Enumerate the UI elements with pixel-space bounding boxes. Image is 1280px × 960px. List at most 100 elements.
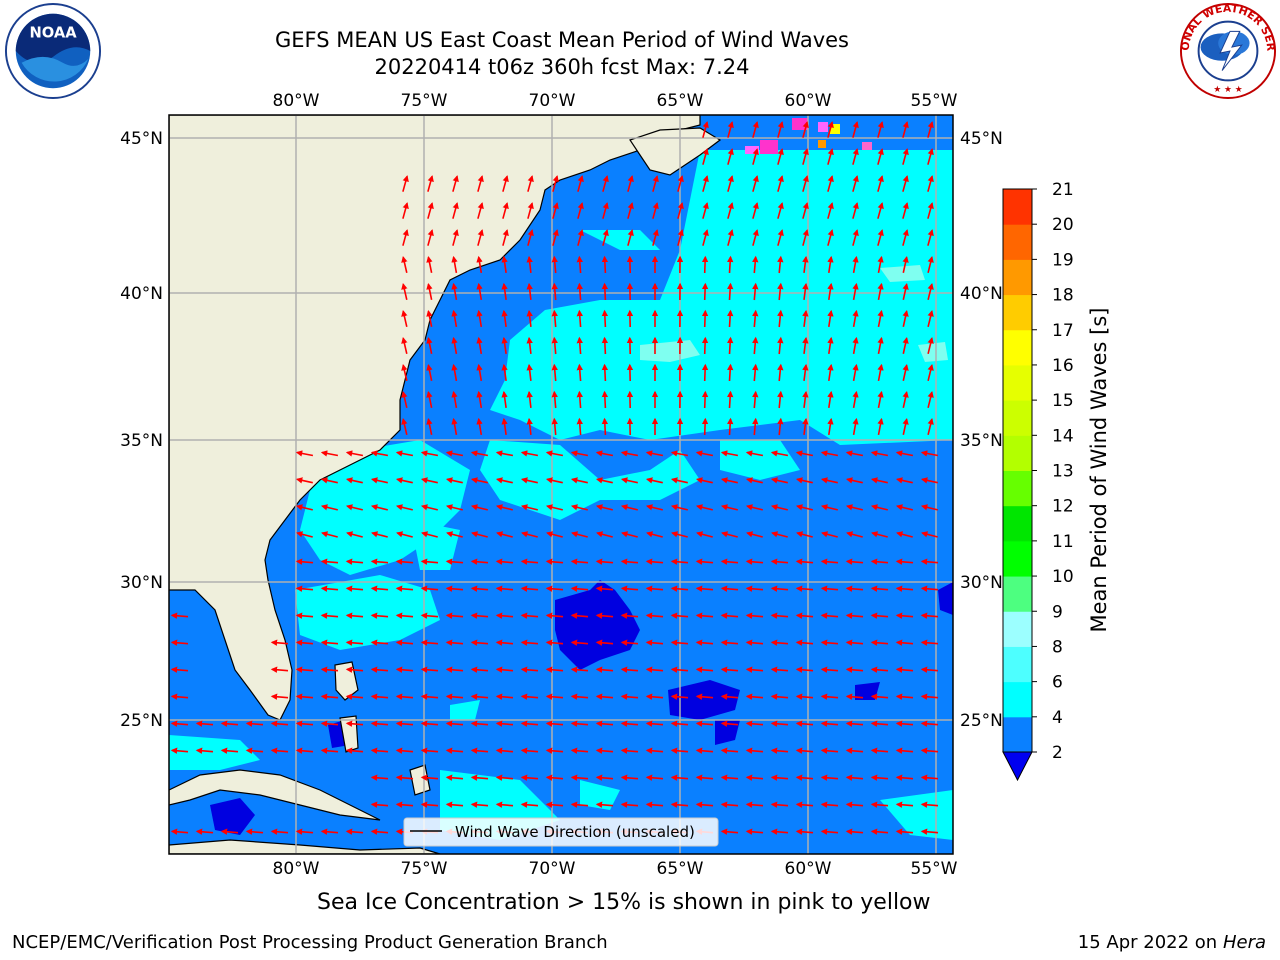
- colorbar-tick-label: 9: [1052, 602, 1063, 622]
- wave-direction-arrow: [721, 531, 738, 538]
- wave-direction-arrow: [470, 774, 489, 781]
- wave-direction-arrow: [670, 558, 689, 565]
- wave-direction-arrow: [871, 531, 888, 538]
- wave-direction-arrow: [470, 612, 489, 619]
- wave-direction-arrow: [620, 477, 638, 484]
- wave-direction-arrow: [595, 774, 614, 781]
- wave-direction-arrow: [920, 477, 938, 484]
- wave-direction-arrow: [445, 585, 464, 592]
- wave-direction-arrow: [870, 612, 889, 619]
- wave-direction-arrow: [470, 558, 489, 565]
- map-plot-area: [169, 115, 953, 854]
- wave-direction-arrow: [777, 121, 784, 138]
- wave-direction-arrow: [520, 666, 539, 673]
- wave-direction-arrow: [620, 504, 638, 511]
- wave-direction-arrow: [652, 202, 659, 219]
- lon-label: 80°W: [273, 91, 320, 111]
- wave-direction-arrow: [802, 255, 809, 274]
- wave-direction-arrow: [720, 774, 739, 781]
- wave-direction-arrow: [695, 693, 714, 700]
- wave-direction-arrow: [420, 612, 439, 619]
- wave-direction-arrow: [570, 774, 589, 781]
- wave-direction-arrow: [720, 477, 738, 484]
- wave-direction-arrow: [470, 504, 488, 511]
- wave-direction-arrow: [445, 612, 464, 619]
- wave-direction-arrow: [495, 801, 514, 808]
- wave-direction-arrow: [670, 450, 689, 457]
- wave-direction-arrow: [527, 202, 534, 219]
- wave-direction-arrow: [495, 666, 514, 673]
- wave-direction-arrow: [576, 390, 583, 409]
- colorbar-segment: [1003, 400, 1032, 436]
- colorbar-tick-label: 14: [1052, 426, 1074, 446]
- wave-direction-arrow: [920, 450, 939, 457]
- wave-direction-arrow: [570, 747, 589, 754]
- wave-direction-arrow: [620, 612, 639, 619]
- wave-direction-arrow: [452, 202, 459, 219]
- wave-direction-arrow: [470, 477, 488, 484]
- wave-direction-arrow: [170, 693, 189, 700]
- wave-direction-arrow: [545, 450, 564, 457]
- wave-direction-arrow: [927, 121, 934, 138]
- wave-direction-arrow: [726, 282, 734, 301]
- wave-direction-arrow: [495, 450, 514, 457]
- wave-direction-arrow: [545, 585, 564, 592]
- lat-label: 40°N: [960, 284, 1003, 304]
- colorbar-segment: [1003, 189, 1032, 225]
- wave-direction-arrow: [877, 309, 884, 328]
- wave-direction-arrow: [576, 363, 583, 382]
- wave-direction-arrow: [545, 801, 564, 808]
- wave-direction-arrow: [777, 229, 784, 246]
- colorbar-tick-label: 8: [1052, 637, 1063, 657]
- colorbar-segment: [1003, 505, 1032, 542]
- wave-direction-arrow: [445, 639, 464, 646]
- wave-direction-arrow: [720, 504, 738, 511]
- wave-direction-arrow: [620, 639, 639, 646]
- sea-ice-patches: [745, 118, 872, 154]
- wave-direction-arrow: [371, 531, 388, 538]
- wave-direction-arrow: [877, 282, 884, 301]
- wave-direction-arrow: [695, 666, 714, 673]
- colorbar-label: Mean Period of Wind Waves [s]: [1087, 308, 1111, 633]
- wave-direction-arrow: [645, 504, 663, 511]
- wave-direction-arrow: [870, 477, 888, 484]
- colorbar-segment: [1003, 470, 1032, 507]
- wave-direction-arrow: [421, 531, 438, 538]
- wave-direction-arrow: [927, 175, 934, 192]
- wave-direction-arrow: [595, 639, 614, 646]
- wave-direction-arrow: [902, 282, 909, 300]
- wave-direction-arrow: [902, 202, 909, 219]
- wave-direction-arrow: [595, 477, 613, 484]
- wave-direction-arrow: [445, 774, 464, 781]
- wave-direction-arrow: [520, 801, 539, 808]
- wave-direction-arrow: [820, 693, 839, 700]
- wave-direction-arrow: [927, 336, 934, 354]
- wave-direction-arrow: [545, 558, 564, 565]
- wave-direction-arrow: [370, 585, 389, 592]
- wave-direction-arrow: [852, 148, 859, 165]
- wave-direction-arrow: [520, 747, 539, 754]
- wave-direction-arrow: [451, 363, 458, 382]
- wave-direction-arrow: [777, 417, 784, 436]
- wave-direction-arrow: [620, 747, 639, 754]
- wave-direction-arrow: [720, 585, 739, 592]
- wave-direction-arrow: [920, 666, 939, 673]
- wave-direction-arrow: [670, 801, 689, 808]
- wind-wave-arrows: [170, 121, 939, 835]
- noaa-logo: NOAA: [4, 2, 102, 100]
- wave-direction-arrow: [720, 693, 739, 700]
- wave-direction-arrow: [345, 504, 363, 511]
- wave-direction-arrow: [802, 417, 809, 436]
- wave-direction-arrow: [520, 720, 539, 727]
- wave-direction-arrow: [920, 828, 939, 835]
- wave-direction-arrow: [827, 255, 834, 274]
- wave-direction-arrow: [395, 639, 414, 646]
- wave-direction-arrow: [595, 504, 613, 511]
- wave-direction-arrow: [402, 175, 409, 192]
- wave-direction-arrow: [795, 720, 814, 727]
- wave-direction-arrow: [420, 558, 439, 565]
- wave-direction-arrow: [451, 336, 458, 355]
- wave-direction-arrow: [670, 774, 689, 781]
- wave-direction-arrow: [320, 666, 339, 673]
- colorbar-segment: [1003, 716, 1032, 753]
